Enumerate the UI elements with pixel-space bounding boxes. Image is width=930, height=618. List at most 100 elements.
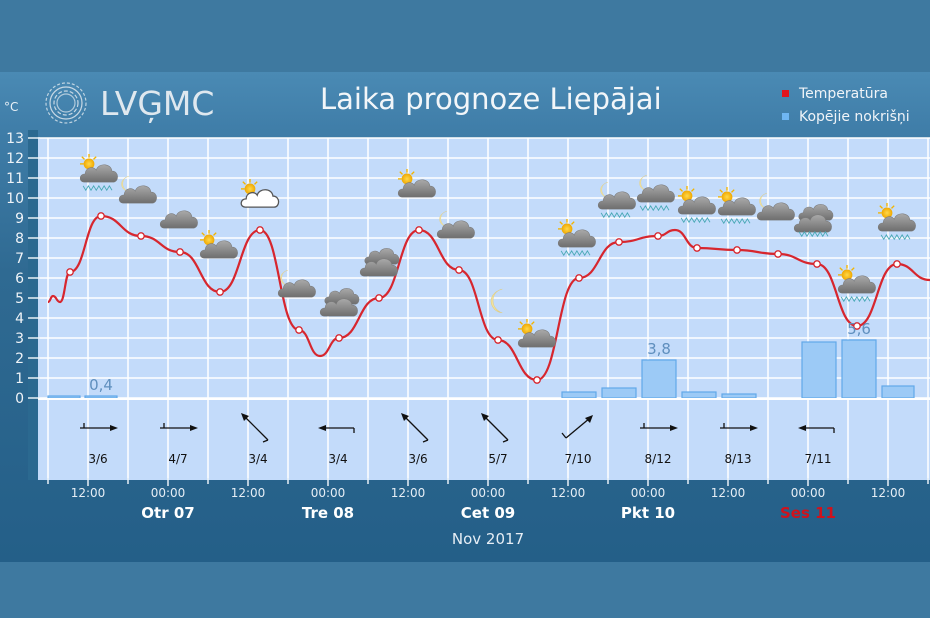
temperature-swatch-icon — [782, 90, 789, 97]
temperature-point[interactable] — [216, 288, 224, 296]
y-tick-label: 9 — [15, 211, 24, 227]
x-time-label: 12:00 — [71, 486, 106, 500]
x-day-label: Tre 08 — [302, 504, 354, 522]
x-time-label: 00:00 — [471, 486, 506, 500]
temperature-point[interactable] — [335, 334, 343, 342]
y-tick-label: 8 — [15, 231, 24, 247]
temperature-point[interactable] — [97, 212, 105, 220]
y-tick-label: 2 — [15, 351, 24, 367]
wind-row: 3/6 4/7 3/4 3/4 3/6 5/7 7/10 8/12 8/13 7/11 — [80, 413, 835, 466]
precipitation-bar[interactable] — [641, 359, 677, 399]
wind-arrow-icon — [80, 423, 118, 431]
temperature-point[interactable] — [256, 226, 264, 234]
precipitation-bar[interactable] — [601, 387, 637, 399]
x-time-label: 12:00 — [551, 486, 586, 500]
temperature-point[interactable] — [455, 266, 463, 274]
wind-speed-label: 8/12 — [645, 452, 672, 466]
y-tick-label: 5 — [15, 291, 24, 307]
y-tick-label: 7 — [15, 251, 24, 267]
logo-rings-icon — [45, 82, 87, 124]
precipitation-bars — [47, 339, 915, 399]
temperature-point[interactable] — [853, 322, 861, 330]
y-tick-label: 6 — [15, 271, 24, 287]
precipitation-bar[interactable] — [47, 395, 81, 399]
y-axis-strip — [28, 130, 38, 480]
wind-arrow-icon — [318, 425, 355, 433]
temperature-line — [47, 212, 930, 384]
temperature-point[interactable] — [176, 248, 184, 256]
top-band — [0, 0, 930, 72]
precipitation-bar[interactable] — [721, 393, 757, 399]
wind-arrow-icon — [481, 413, 509, 443]
wind-speed-label: 5/7 — [488, 452, 507, 466]
x-month-label: Nov 2017 — [452, 530, 524, 548]
y-tick-label: 12 — [6, 151, 24, 167]
wind-speed-label: 3/6 — [88, 452, 107, 466]
temperature-point[interactable] — [654, 232, 662, 240]
wind-speed-label: 3/4 — [328, 452, 347, 466]
temperature-point[interactable] — [375, 294, 383, 302]
legend-item-precipitation[interactable]: Kopējie nokrišņi — [782, 105, 910, 128]
precipitation-bar[interactable] — [84, 395, 118, 399]
precipitation-swatch-icon — [782, 113, 789, 120]
lvgmc-logo: LVĢMC — [40, 80, 214, 126]
temperature-point[interactable] — [66, 268, 74, 276]
temperature-point[interactable] — [295, 326, 303, 334]
temperature-point[interactable] — [615, 238, 623, 246]
x-time-label: 00:00 — [631, 486, 666, 500]
temperature-point[interactable] — [813, 260, 821, 268]
wind-arrow-icon — [160, 423, 198, 431]
precipitation-value: 5,6 — [847, 320, 871, 338]
x-time-label: 12:00 — [711, 486, 746, 500]
temperature-point[interactable] — [733, 246, 741, 254]
temperature-point[interactable] — [893, 260, 901, 268]
y-tick-label: 13 — [6, 131, 24, 147]
y-tick-label: 4 — [15, 311, 24, 327]
wind-arrow-icon — [640, 423, 678, 431]
x-axis: 12:00 00:00 12:00 00:00 12:00 00:00 12:00 00:00… — [47, 478, 929, 548]
temperature-point[interactable] — [494, 336, 502, 344]
temperature-point[interactable] — [575, 274, 583, 282]
x-time-label: 00:00 — [791, 486, 826, 500]
precipitation-labels: 0,4 3,8 5,6 — [89, 320, 871, 394]
logo-text: LVĢMC — [100, 83, 215, 123]
y-tick-label: 10 — [6, 191, 24, 207]
y-axis-unit: °C — [4, 100, 19, 114]
bottom-band — [0, 562, 930, 618]
temperature-point[interactable] — [533, 376, 541, 384]
x-day-label: Ses 11 — [780, 504, 836, 522]
chart-title: Laika prognoze Liepājai — [320, 82, 662, 116]
precipitation-bar[interactable] — [881, 385, 915, 399]
x-time-label: 00:00 — [151, 486, 186, 500]
precipitation-bar[interactable] — [801, 341, 837, 399]
precipitation-bar[interactable] — [681, 391, 717, 399]
x-day-label: Pkt 10 — [621, 504, 675, 522]
wind-speed-label: 7/11 — [805, 452, 832, 466]
temperature-point[interactable] — [415, 226, 423, 234]
wind-speed-label: 4/7 — [168, 452, 187, 466]
precipitation-bar[interactable] — [561, 391, 597, 399]
wind-arrow-icon — [720, 423, 758, 431]
legend: Temperatūra Kopējie nokrišņi — [782, 82, 910, 128]
wind-speed-label: 8/13 — [725, 452, 752, 466]
precipitation-bar[interactable] — [841, 339, 877, 399]
y-tick-label: 3 — [15, 331, 24, 347]
wind-arrow-icon — [401, 413, 429, 443]
y-tick-label: 0 — [15, 391, 24, 407]
x-time-label: 12:00 — [231, 486, 266, 500]
wind-arrow-icon — [798, 425, 835, 433]
precipitation-value: 0,4 — [89, 376, 113, 394]
x-time-label: 12:00 — [871, 486, 906, 500]
temperature-point[interactable] — [693, 244, 701, 252]
wind-speed-label: 3/6 — [408, 452, 427, 466]
precipitation-value: 3,8 — [647, 340, 671, 358]
wind-speed-label: 3/4 — [248, 452, 267, 466]
temperature-point[interactable] — [137, 232, 145, 240]
x-time-label: 00:00 — [311, 486, 346, 500]
legend-item-temperature[interactable]: Temperatūra — [782, 82, 910, 105]
wind-arrow-icon — [561, 415, 593, 439]
temperature-point[interactable] — [774, 250, 782, 258]
wind-arrow-icon — [241, 413, 269, 443]
